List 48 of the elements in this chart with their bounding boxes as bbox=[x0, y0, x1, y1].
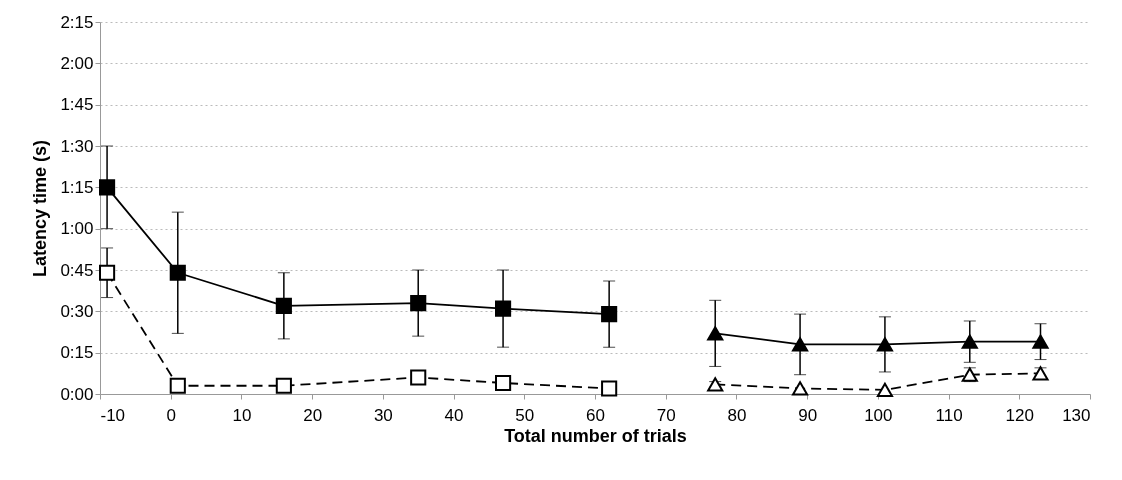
point bbox=[275, 377, 292, 394]
y-tick-label: 1:00 bbox=[60, 219, 94, 239]
x-tick-label: 70 bbox=[656, 405, 676, 425]
y-tick-label: 0:30 bbox=[60, 301, 94, 321]
point bbox=[410, 295, 427, 312]
x-tick-label: 30 bbox=[373, 405, 393, 425]
x-tick-label: -10 bbox=[100, 405, 126, 425]
point bbox=[495, 374, 512, 392]
y-tick-label: 1:15 bbox=[60, 177, 94, 197]
y-tick-label: 0:00 bbox=[60, 384, 94, 404]
x-tick-label: 0 bbox=[166, 405, 176, 425]
point bbox=[876, 337, 893, 352]
point bbox=[169, 264, 186, 281]
point bbox=[99, 264, 116, 281]
y-tick-label: 0:45 bbox=[60, 260, 94, 280]
point bbox=[961, 334, 978, 349]
x-axis-title: Total number of trials bbox=[504, 425, 687, 446]
y-tick-label: 2:15 bbox=[60, 12, 94, 32]
x-tick-label: 40 bbox=[444, 405, 464, 425]
point bbox=[275, 297, 292, 314]
point bbox=[410, 369, 427, 386]
y-tick-label: 2:00 bbox=[60, 53, 94, 73]
point bbox=[601, 306, 618, 323]
x-tick-label: 10 bbox=[232, 405, 252, 425]
point bbox=[169, 377, 186, 394]
point bbox=[99, 179, 116, 196]
point bbox=[1032, 334, 1049, 349]
point bbox=[792, 381, 809, 396]
x-tick-label: 100 bbox=[864, 405, 893, 425]
point bbox=[707, 326, 724, 341]
point bbox=[707, 377, 724, 392]
point bbox=[601, 380, 618, 397]
x-tick-label: 80 bbox=[727, 405, 747, 425]
x-tick-label: 110 bbox=[935, 405, 963, 425]
x-tick-label: 50 bbox=[515, 405, 535, 425]
point bbox=[495, 300, 512, 317]
point bbox=[876, 382, 893, 397]
x-tick-label: 130 bbox=[1062, 405, 1091, 425]
point bbox=[792, 337, 809, 352]
y-tick-label: 1:30 bbox=[60, 136, 94, 156]
y-tick-label: 0:15 bbox=[60, 343, 94, 363]
y-tick-label: 1:45 bbox=[60, 95, 94, 115]
x-tick-label: 20 bbox=[303, 405, 323, 425]
x-tick-label: 60 bbox=[586, 405, 605, 425]
point bbox=[1032, 366, 1049, 381]
y-axis-title: Latency time (s) bbox=[30, 139, 51, 278]
x-tick-label: 120 bbox=[1005, 405, 1034, 425]
x-tick-label: 90 bbox=[798, 405, 818, 425]
